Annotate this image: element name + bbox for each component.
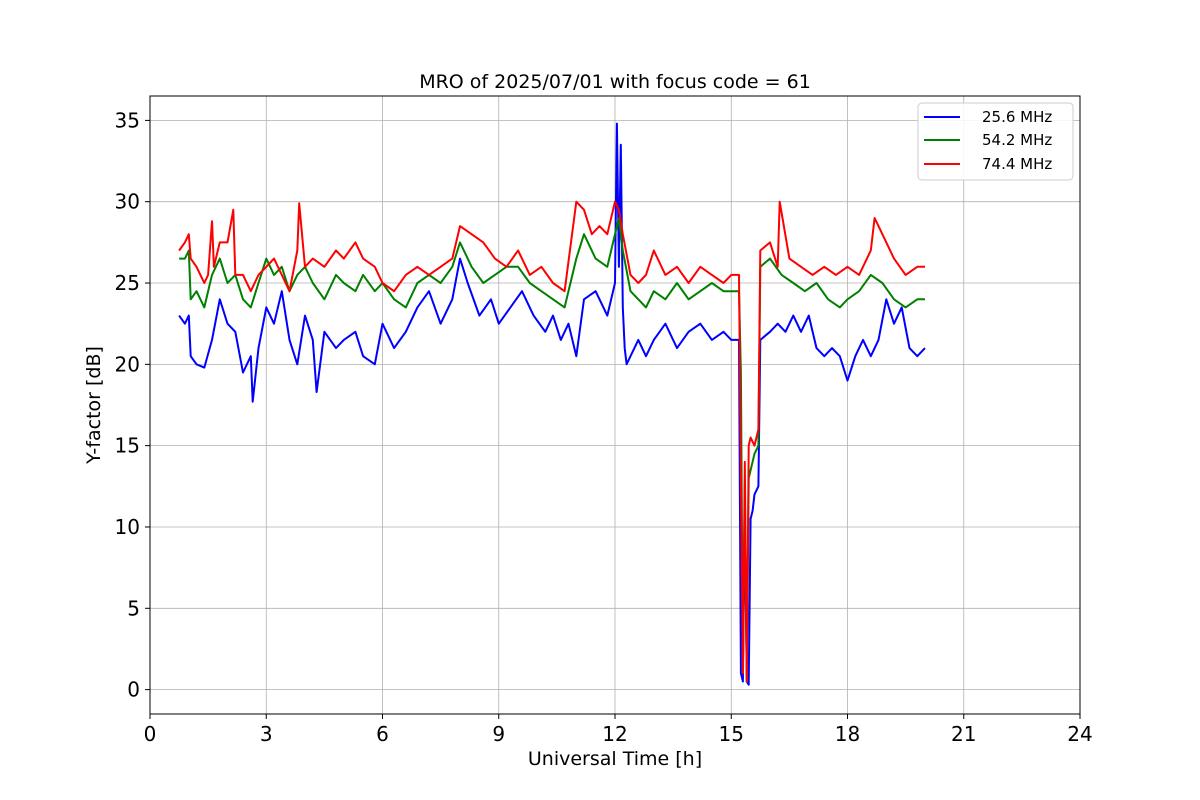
legend-label-74-4: 74.4 MHz [982, 155, 1052, 173]
legend: 25.6 MHz 54.2 MHz 74.4 MHz [917, 102, 1074, 181]
x-tick-label: 6 [376, 722, 389, 746]
legend-label-54-2: 54.2 MHz [982, 131, 1052, 149]
y-tick-label: 5 [127, 596, 140, 620]
y-tick-label: 30 [115, 190, 140, 214]
y-tick-label: 25 [115, 271, 140, 295]
x-tick-label: 18 [835, 722, 860, 746]
y-axis: 0 5 10 15 20 25 30 35 [115, 108, 150, 702]
series-line-25-6-mhz [178, 122, 926, 686]
x-tick-label: 21 [951, 722, 976, 746]
y-tick-label: 35 [115, 108, 140, 132]
y-tick-label: 0 [127, 678, 140, 702]
legend-box [917, 102, 1074, 181]
x-tick-label: 24 [1067, 722, 1092, 746]
series-line-74-4-mhz [178, 200, 925, 683]
x-tick-label: 0 [144, 722, 157, 746]
x-axis: 0 3 6 9 12 15 18 21 24 [144, 714, 1093, 746]
y-axis-label: Y-factor [dB] [83, 346, 105, 465]
legend-label-25-6: 25.6 MHz [982, 108, 1052, 126]
x-tick-label: 9 [492, 722, 505, 746]
x-tick-label: 15 [719, 722, 744, 746]
y-tick-label: 20 [115, 352, 140, 376]
y-tick-label: 15 [115, 434, 140, 458]
y-tick-label: 10 [115, 515, 140, 539]
x-axis-label: Universal Time [h] [528, 748, 702, 770]
x-tick-label: 3 [260, 722, 273, 746]
series-layer [178, 122, 926, 686]
chart-title: MRO of 2025/07/01 with focus code = 61 [419, 71, 811, 93]
x-tick-label: 12 [602, 722, 627, 746]
series-line-54-2-mhz [179, 217, 925, 683]
